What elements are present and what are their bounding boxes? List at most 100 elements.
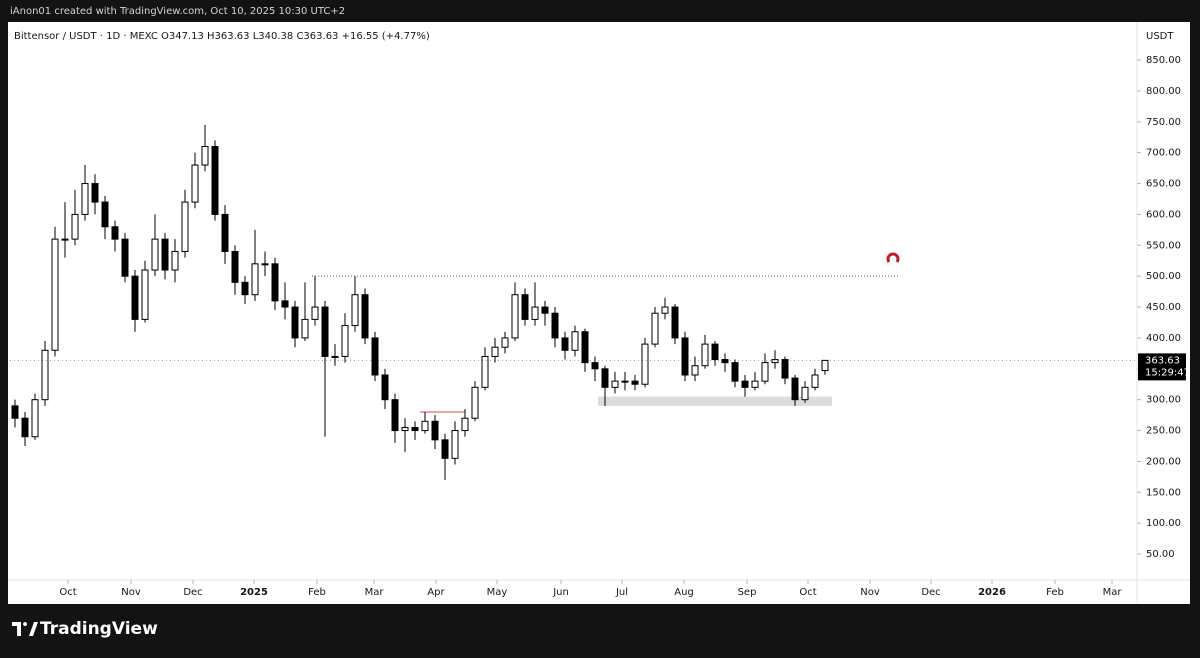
candle-body bbox=[531, 306, 539, 320]
y-tick-label: 200.00 bbox=[1146, 456, 1181, 467]
y-tick-label: 400.00 bbox=[1146, 333, 1181, 344]
candle-body bbox=[671, 306, 679, 339]
candle-body bbox=[101, 201, 109, 228]
candle-body bbox=[181, 201, 189, 252]
support-zone bbox=[598, 396, 832, 406]
candle-body bbox=[211, 145, 219, 215]
candle-body bbox=[681, 337, 689, 376]
candle-body bbox=[811, 374, 819, 388]
candle-body bbox=[41, 349, 49, 401]
candle-body bbox=[471, 386, 479, 419]
candle-body bbox=[771, 359, 779, 364]
candle-body bbox=[151, 238, 159, 271]
candle-body bbox=[331, 355, 339, 358]
y-tick-label: 50.00 bbox=[1146, 549, 1175, 560]
candle-body bbox=[821, 359, 829, 372]
candle-body bbox=[221, 213, 229, 252]
x-tick-label: Oct bbox=[59, 587, 76, 598]
candle-body bbox=[521, 294, 529, 320]
candle-body bbox=[131, 275, 139, 320]
x-tick-label: Oct bbox=[799, 587, 816, 598]
x-tick-label: 2025 bbox=[240, 587, 268, 598]
x-tick-label: Feb bbox=[1046, 587, 1064, 598]
candle-body bbox=[241, 281, 249, 296]
candle-body bbox=[561, 337, 569, 351]
candle-body bbox=[591, 362, 599, 370]
x-tick-label: Jul bbox=[615, 587, 628, 598]
candle-body bbox=[301, 318, 309, 339]
candle-body bbox=[171, 250, 179, 271]
candle-body bbox=[601, 368, 609, 388]
candle-body bbox=[711, 343, 719, 361]
x-tick-label: Jun bbox=[552, 587, 569, 598]
candle-body bbox=[251, 263, 259, 296]
candle-body bbox=[31, 399, 39, 438]
y-tick-label: 600.00 bbox=[1146, 209, 1181, 220]
candle-body bbox=[21, 417, 29, 438]
candle-body bbox=[491, 346, 499, 357]
x-tick-label: Aug bbox=[674, 587, 694, 598]
candle-body bbox=[511, 294, 519, 339]
candle-body bbox=[281, 300, 289, 308]
x-tick-label: Sep bbox=[738, 587, 757, 598]
candle-body bbox=[551, 312, 559, 339]
candle-body bbox=[91, 183, 99, 203]
y-tick-label: 150.00 bbox=[1146, 487, 1181, 498]
candle-body bbox=[571, 331, 579, 351]
candle-body bbox=[641, 343, 649, 385]
candle-body bbox=[231, 250, 239, 283]
candle-body bbox=[541, 306, 549, 314]
candle-body bbox=[311, 306, 319, 320]
x-tick-label: Mar bbox=[365, 587, 385, 598]
y-tick-label: 100.00 bbox=[1146, 518, 1181, 529]
candle-body bbox=[581, 331, 589, 364]
axis-unit: USDT bbox=[1146, 31, 1174, 42]
candle-body bbox=[661, 306, 669, 314]
y-tick-label: 850.00 bbox=[1146, 55, 1181, 66]
brand-logo bbox=[12, 622, 38, 636]
x-tick-label: Nov bbox=[860, 587, 880, 598]
candle-body bbox=[781, 359, 789, 379]
candle-body bbox=[51, 238, 59, 351]
candle-body bbox=[761, 362, 769, 382]
candle-body bbox=[801, 386, 809, 401]
last-price-label: 363.63 bbox=[1145, 355, 1180, 366]
candle-body bbox=[451, 430, 459, 459]
y-tick-label: 700.00 bbox=[1146, 148, 1181, 159]
y-tick-label: 750.00 bbox=[1146, 117, 1181, 128]
candle-body bbox=[501, 337, 509, 348]
candle-body bbox=[791, 377, 799, 401]
x-tick-label: Feb bbox=[308, 587, 326, 598]
candle-body bbox=[411, 426, 419, 432]
candle-body bbox=[361, 294, 369, 339]
candle-body bbox=[401, 426, 409, 432]
y-tick-label: 300.00 bbox=[1146, 395, 1181, 406]
candle-body bbox=[651, 312, 659, 345]
candle-body bbox=[261, 263, 269, 266]
candle-body bbox=[691, 365, 699, 376]
candle-body bbox=[751, 380, 759, 388]
candle-body bbox=[271, 263, 279, 302]
candle-body bbox=[341, 325, 349, 357]
x-tick-label: Mar bbox=[1103, 587, 1123, 598]
candle-body bbox=[371, 337, 379, 376]
candle-body bbox=[381, 374, 389, 401]
candle-body bbox=[61, 238, 69, 241]
candle-body bbox=[141, 269, 149, 320]
legend: Bittensor / USDT · 1D · MEXC O347.13 H36… bbox=[14, 31, 430, 42]
candle-body bbox=[201, 145, 209, 166]
y-tick-label: 500.00 bbox=[1146, 271, 1181, 282]
candle-body bbox=[431, 420, 439, 441]
y-tick-label: 250.00 bbox=[1146, 426, 1181, 437]
y-tick-label: 800.00 bbox=[1146, 86, 1181, 97]
magnet-icon bbox=[886, 252, 900, 263]
countdown: 15:29:47 bbox=[1145, 367, 1190, 378]
candle-body bbox=[621, 380, 629, 383]
x-tick-label: 2026 bbox=[978, 587, 1006, 598]
header: iAnon01 created with TradingView.com, Oc… bbox=[10, 6, 345, 17]
brand: TradingView bbox=[40, 619, 158, 639]
x-tick-label: Nov bbox=[121, 587, 141, 598]
candle-body bbox=[161, 238, 169, 271]
candle-body bbox=[481, 355, 489, 388]
x-tick-label: Apr bbox=[427, 587, 445, 598]
